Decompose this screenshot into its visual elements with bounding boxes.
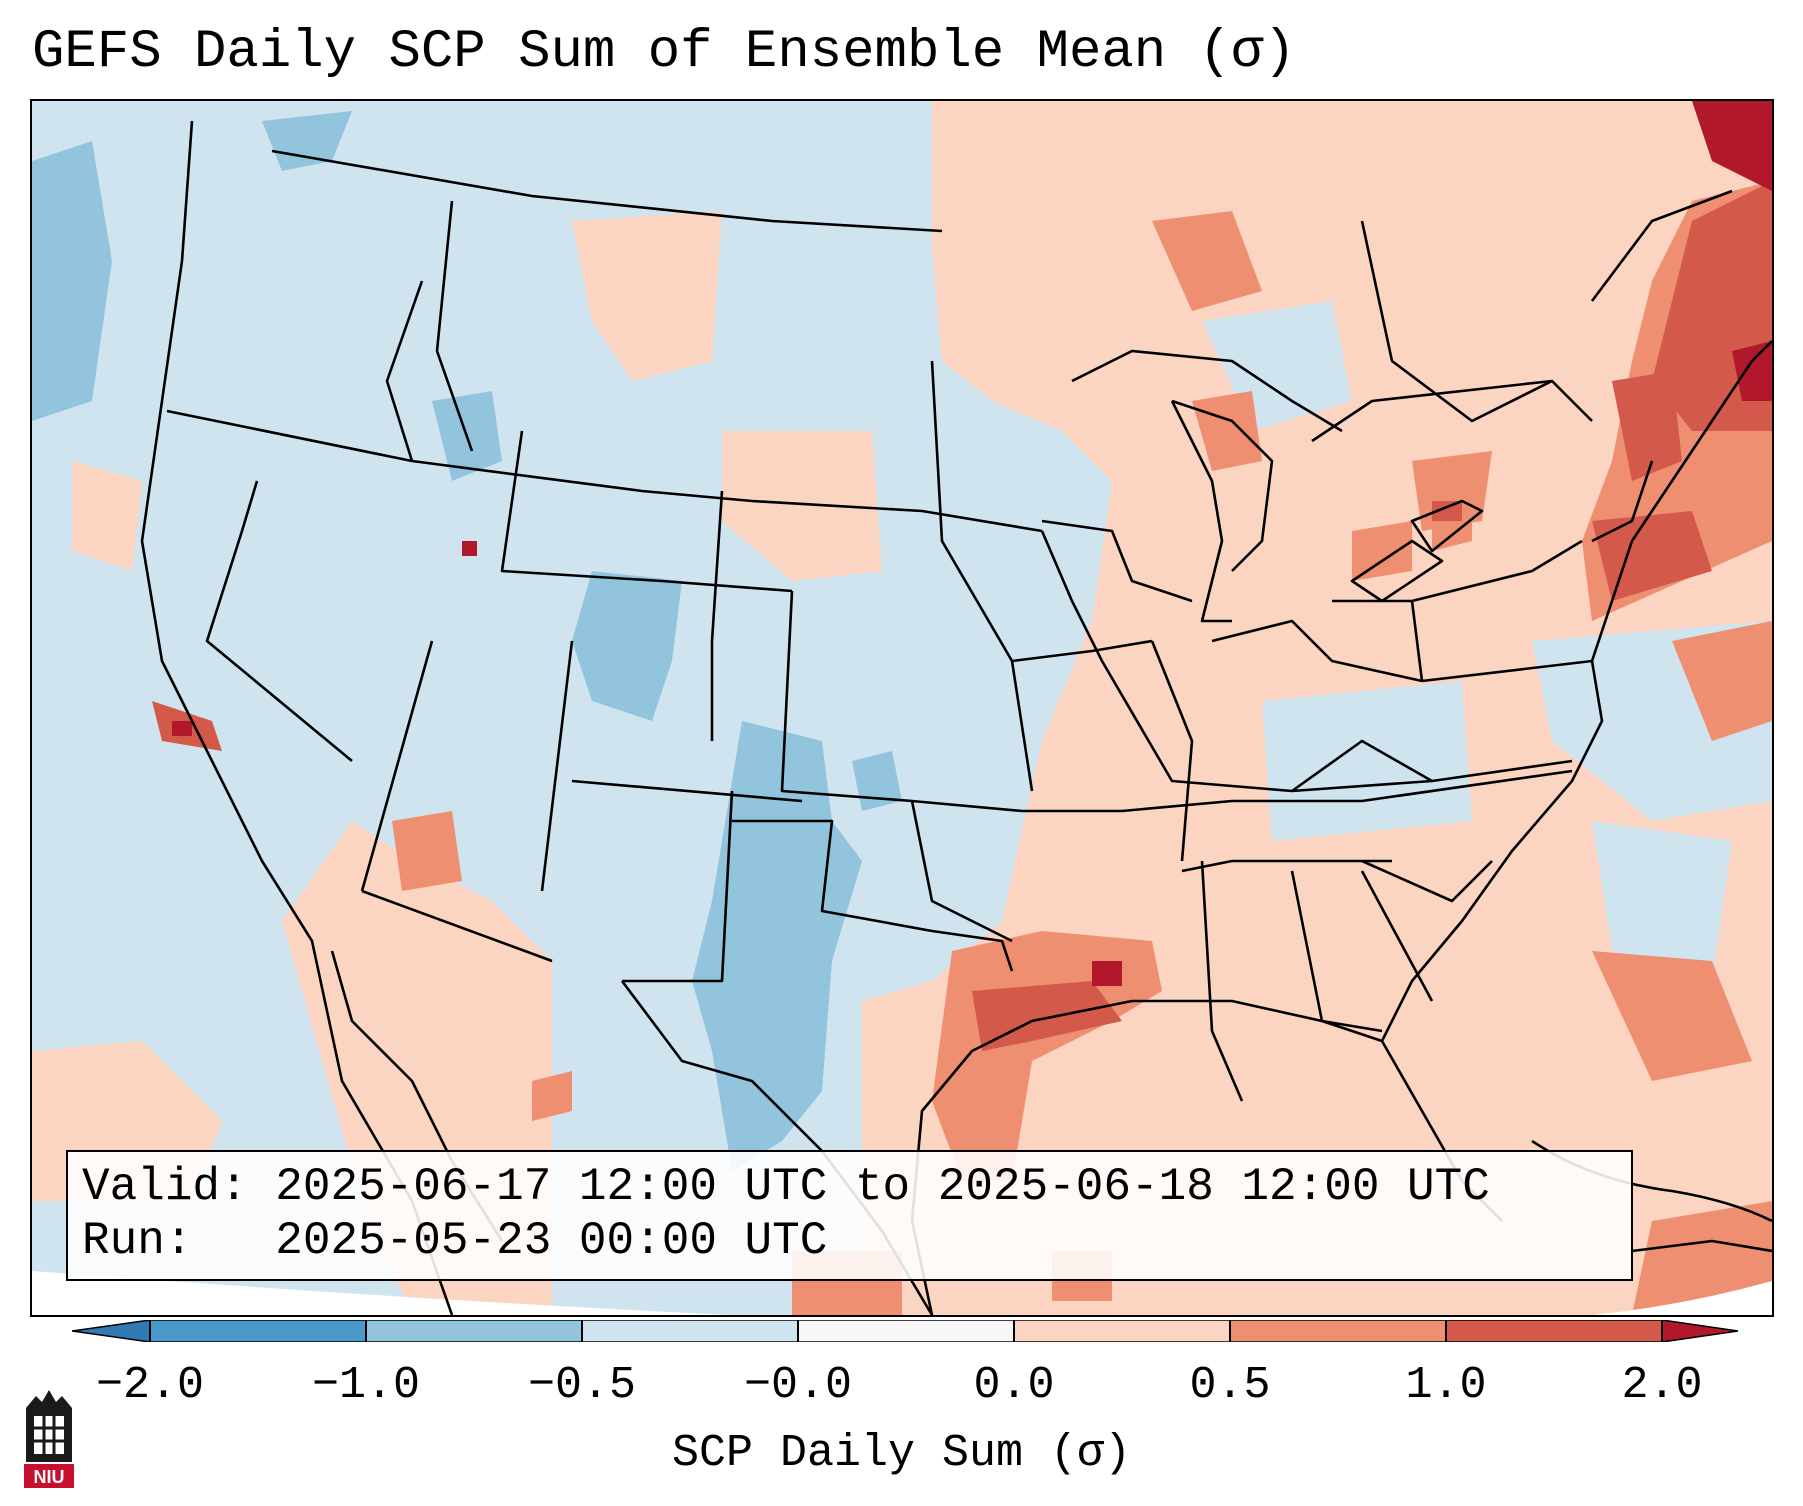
run-label: Run: [82, 1215, 193, 1267]
colorbar-bin-m05-0 [582, 1320, 798, 1342]
run-value: 2025-05-23 00:00 UTC [275, 1215, 828, 1267]
logo-text: NIU [34, 1467, 65, 1487]
coastlines [140, 120, 1772, 1315]
colorbar-bin-0-05 [1014, 1320, 1230, 1342]
map-frame [30, 99, 1774, 1317]
colorbar-tick-label: 0.0 [973, 1360, 1055, 1411]
state-boundaries [166, 149, 1733, 1315]
negative-field-texas [692, 721, 862, 1171]
valid-label: Valid: [82, 1161, 248, 1213]
colorbar-bin-m2-m1 [150, 1320, 366, 1342]
colorbar-title: SCP Daily Sum (σ) [671, 1428, 1132, 1479]
colorbar-tick-label: 1.0 [1405, 1360, 1487, 1411]
scp-map [32, 101, 1772, 1315]
colorbar-tick-label: 2.0 [1621, 1360, 1703, 1411]
colorbar-tick-label: −1.0 [311, 1360, 421, 1411]
run-info-box: Valid: 2025-06-17 12:00 UTC to 2025-06-1… [66, 1150, 1633, 1281]
chart-title: GEFS Daily SCP Sum of Ensemble Mean (σ) [32, 22, 1296, 83]
colorbar-bin-m1-m05 [366, 1320, 582, 1342]
colorbar-bin-1-2 [1446, 1320, 1662, 1342]
colorbar-arrow-low [72, 1320, 150, 1342]
colorbar-tick-label: −2.0 [95, 1360, 205, 1411]
colorbar-ticks [149, 1320, 1663, 1342]
colorbar-tick-labels: −2.0 −1.0 −0.5 −0.0 0.0 0.5 1.0 2.0 [0, 1360, 1803, 1420]
valid-value: 2025-06-17 12:00 UTC to 2025-06-18 12:00… [275, 1161, 1490, 1213]
colorbar [72, 1320, 1738, 1342]
run-line: Run: 2025-05-23 00:00 UTC [82, 1214, 1631, 1268]
colorbar-tick-label: 0.5 [1189, 1360, 1271, 1411]
colorbar-tick-label: −0.0 [743, 1360, 853, 1411]
valid-line: Valid: 2025-06-17 12:00 UTC to 2025-06-1… [82, 1160, 1631, 1214]
colorbar-arrow-high [1662, 1320, 1738, 1342]
colorbar-tick-label: −0.5 [527, 1360, 637, 1411]
niu-logo-icon: NIU [24, 1390, 74, 1488]
colorbar-bin-0-0 [798, 1320, 1014, 1342]
colorbar-bin-05-1 [1230, 1320, 1446, 1342]
